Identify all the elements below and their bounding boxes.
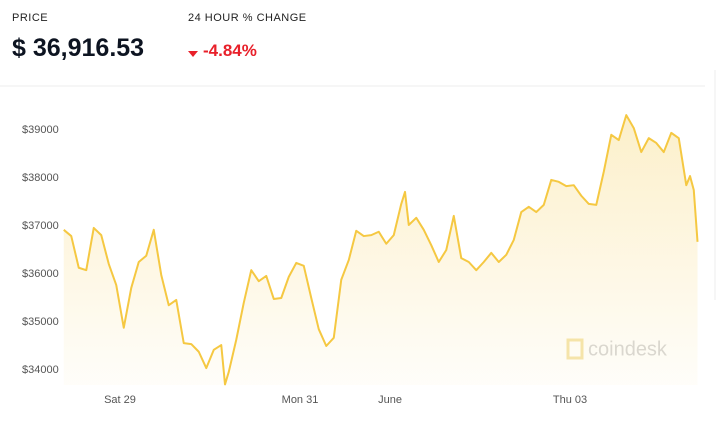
y-tick-label: $38000 <box>22 172 59 184</box>
x-tick-label: Thu 03 <box>553 394 587 406</box>
y-tick-label: $37000 <box>22 220 59 232</box>
x-tick-label: June <box>378 394 402 406</box>
y-tick-label: $36000 <box>22 268 59 280</box>
area <box>63 115 698 386</box>
change-value: -4.84% <box>203 41 257 60</box>
x-tick-label: Mon 31 <box>282 394 319 406</box>
y-tick-label: $39000 <box>22 124 59 136</box>
down-arrow <box>188 51 198 57</box>
change-label: 24 HOUR % CHANGE <box>188 12 307 24</box>
price-label: PRICE <box>12 12 49 24</box>
y-tick-label: $34000 <box>22 364 59 376</box>
x-tick-label: Sat 29 <box>104 394 136 406</box>
price-line <box>63 114 699 386</box>
price: $ 36,916.53 <box>12 34 145 62</box>
y-tick-label: $35000 <box>22 316 59 328</box>
